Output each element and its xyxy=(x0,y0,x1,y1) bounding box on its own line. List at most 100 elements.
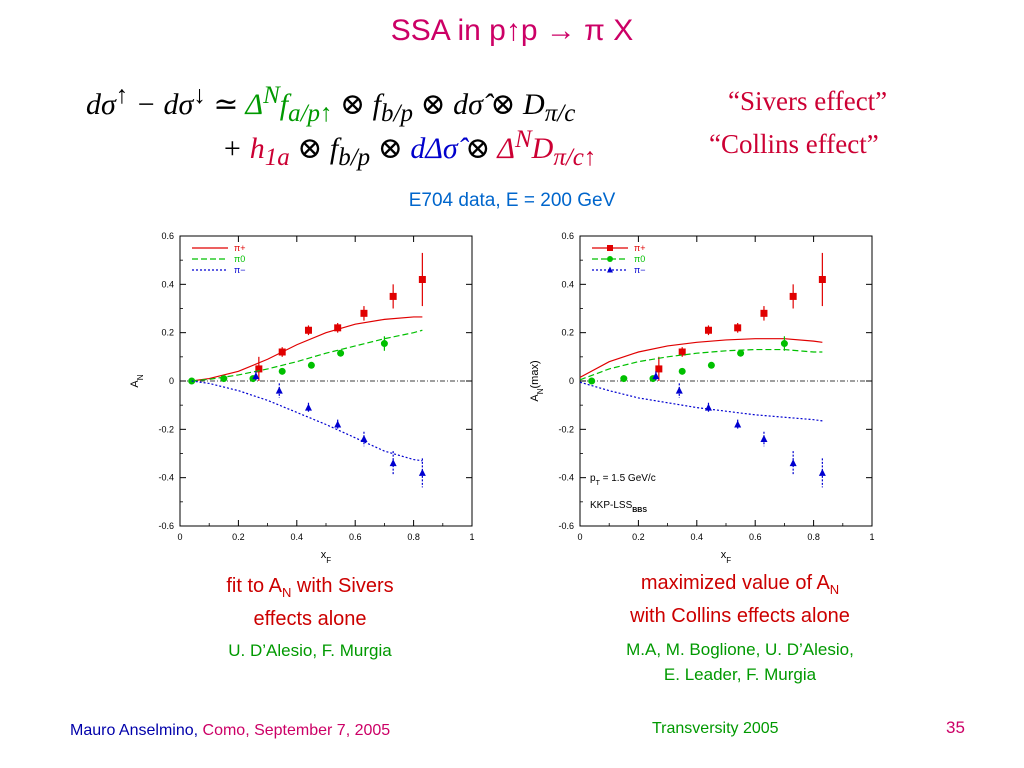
right-caption-pre: maximized value of A xyxy=(640,572,830,594)
left-point-pi-minus xyxy=(252,372,260,380)
left-legend-label-pi-minus: π− xyxy=(234,265,245,275)
right-y-axis-label: AN(max) xyxy=(529,360,545,401)
left-point-pi-plus xyxy=(304,326,312,334)
left-point-pi-plus xyxy=(334,324,342,332)
right-legend-marker-pi-plus xyxy=(607,245,613,251)
left-x-axis-label-sub: F xyxy=(326,556,331,565)
right-point-pi-zero xyxy=(588,377,596,385)
right-y-tick-label: 0 xyxy=(569,376,574,386)
left-legend-label-pi-zero: π0 xyxy=(234,254,245,264)
right-point-pi-plus xyxy=(704,326,712,334)
right-chart: 0 0.2 0.4 0.6 0.8 1 -0.6 -0.4 -0.2 0 0.2 0.4 0.6 xF AN… xyxy=(529,231,875,565)
left-point-pi-minus xyxy=(304,403,312,411)
left-y-tick-label: -0.2 xyxy=(158,424,174,434)
left-point-pi-plus xyxy=(360,309,368,317)
left-curve-pi-minus xyxy=(191,380,423,462)
right-point-pi-minus xyxy=(760,435,768,442)
left-caption-line2: effects alone xyxy=(253,608,367,630)
right-x-tick-label: 0.6 xyxy=(749,532,762,542)
left-point-pi-plus xyxy=(389,292,397,300)
left-point-pi-zero xyxy=(278,367,286,375)
right-point-pi-plus xyxy=(818,276,826,283)
right-point-pi-plus xyxy=(734,324,742,332)
right-legend-label-pi-zero: π0 xyxy=(634,254,645,264)
right-x-tick-label: 0 xyxy=(577,532,582,542)
right-point-pi-plus xyxy=(678,348,686,356)
left-x-tick-label: 0.8 xyxy=(407,532,420,542)
slide-title: SSA in p↑p → π X xyxy=(390,14,634,47)
right-authors-line1: M.A, M. Boglione, U. D’Alesio, xyxy=(626,640,854,659)
left-curve-pi-zero xyxy=(191,329,423,382)
right-legend-label-pi-minus: π− xyxy=(634,265,645,275)
left-y-axis-label: AN xyxy=(129,374,145,387)
page-number: 35 xyxy=(946,718,965,737)
right-point-pi-zero xyxy=(620,375,628,383)
right-x-tick-label: 0.2 xyxy=(632,532,645,542)
collins-effect-label: “Collins effect” xyxy=(709,129,879,159)
right-y-axis-label-rest: (max) xyxy=(529,360,541,388)
right-caption-sub: N xyxy=(829,582,840,597)
right-x-tick-label: 1 xyxy=(869,532,874,542)
left-y-tick-label: -0.4 xyxy=(158,473,174,483)
left-point-pi-zero xyxy=(380,340,388,348)
left-x-tick-label: 0.6 xyxy=(349,532,362,542)
right-caption: maximized value of AN with Collins effec… xyxy=(565,570,915,629)
footer-author-name: Mauro Anselmino, xyxy=(70,722,199,739)
left-point-pi-minus xyxy=(334,420,342,428)
left-point-pi-plus xyxy=(418,276,426,283)
right-point-pi-minus xyxy=(704,403,712,411)
right-chart-panel: 0 0.2 0.4 0.6 0.8 1 -0.6 -0.4 -0.2 0 0.2 0.4 0.6 xF AN… xyxy=(520,222,890,572)
left-point-pi-plus xyxy=(255,365,263,373)
left-y-tick-label: 0 xyxy=(169,376,174,386)
left-point-pi-minus xyxy=(360,435,368,442)
right-authors: M.A, M. Boglione, U. D’Alesio, E. Leader… xyxy=(565,637,915,687)
right-curve-pi-zero xyxy=(579,348,823,381)
left-y-axis-label-sub: N xyxy=(136,374,145,380)
left-y-tick-label: 0.2 xyxy=(161,328,174,338)
right-x-axis-label-sub: F xyxy=(726,556,731,565)
right-x-axis-label: xF xyxy=(721,549,732,565)
right-legend-label-pi-plus: π+ xyxy=(634,243,645,253)
formula-line-2: + h1a ⊗ fb/p ⊗ dΔσ̂ ⊗ ΔNDπ/c↑ xyxy=(222,126,597,171)
right-y-tick-label: 0.2 xyxy=(561,328,574,338)
right-annotation-pt-rest: = 1.5 GeV/c xyxy=(600,473,656,484)
right-point-pi-plus xyxy=(789,292,797,300)
right-legend-marker-pi-minus xyxy=(607,266,613,273)
sivers-effect-label: “Sivers effect” xyxy=(728,86,888,116)
left-y-tick-label: 0.6 xyxy=(161,231,174,241)
right-curve-pi-minus xyxy=(579,381,823,422)
left-point-pi-zero xyxy=(188,377,196,385)
left-curve-pi-plus xyxy=(191,316,423,382)
right-y-tick-label: -0.6 xyxy=(558,521,574,531)
left-y-tick-label: -0.6 xyxy=(158,521,174,531)
footer-place-date: Como, September 7, 2005 xyxy=(198,722,391,739)
left-caption: fit to AN with Sivers effects alone xyxy=(160,573,460,632)
right-point-pi-zero xyxy=(707,361,715,369)
left-x-tick-label: 0.4 xyxy=(291,532,304,542)
chart-subtitle: E704 data, E = 200 GeV xyxy=(408,190,616,211)
right-curve-pi-plus xyxy=(579,338,823,378)
formula-line-1: dσ↑ − dσ↓ ≃ ΔNfa/p↑ ⊗ fb/p ⊗ dσ̂ ⊗ Dπ/c xyxy=(86,82,576,127)
right-legend-marker-pi-zero xyxy=(607,256,613,262)
left-x-tick-label: 1 xyxy=(469,532,474,542)
left-point-pi-zero xyxy=(307,361,315,369)
left-point-pi-minus xyxy=(418,468,426,476)
right-point-pi-minus xyxy=(652,372,660,380)
right-x-tick-label: 0.8 xyxy=(807,532,820,542)
right-y-axis-label-sub: N xyxy=(536,388,545,394)
left-caption-post: with Sivers xyxy=(291,575,394,597)
right-y-tick-label: -0.4 xyxy=(558,473,574,483)
left-y-tick-label: 0.4 xyxy=(161,279,174,289)
right-caption-line2: with Collins effects alone xyxy=(630,605,850,627)
right-point-pi-minus xyxy=(818,468,826,476)
left-point-pi-minus xyxy=(389,459,397,467)
right-y-tick-label: 0.6 xyxy=(561,231,574,241)
left-x-tick-label: 0.2 xyxy=(232,532,245,542)
right-annotation-pt-sub: T xyxy=(596,480,601,487)
left-point-pi-minus xyxy=(275,386,283,394)
right-authors-line2: E. Leader, F. Murgia xyxy=(663,665,817,684)
right-y-tick-label: 0.4 xyxy=(561,279,574,289)
left-x-tick-label: 0 xyxy=(177,532,182,542)
left-legend-label-pi-plus: π+ xyxy=(234,243,245,253)
footer-event: Transversity 2005 xyxy=(652,720,779,737)
